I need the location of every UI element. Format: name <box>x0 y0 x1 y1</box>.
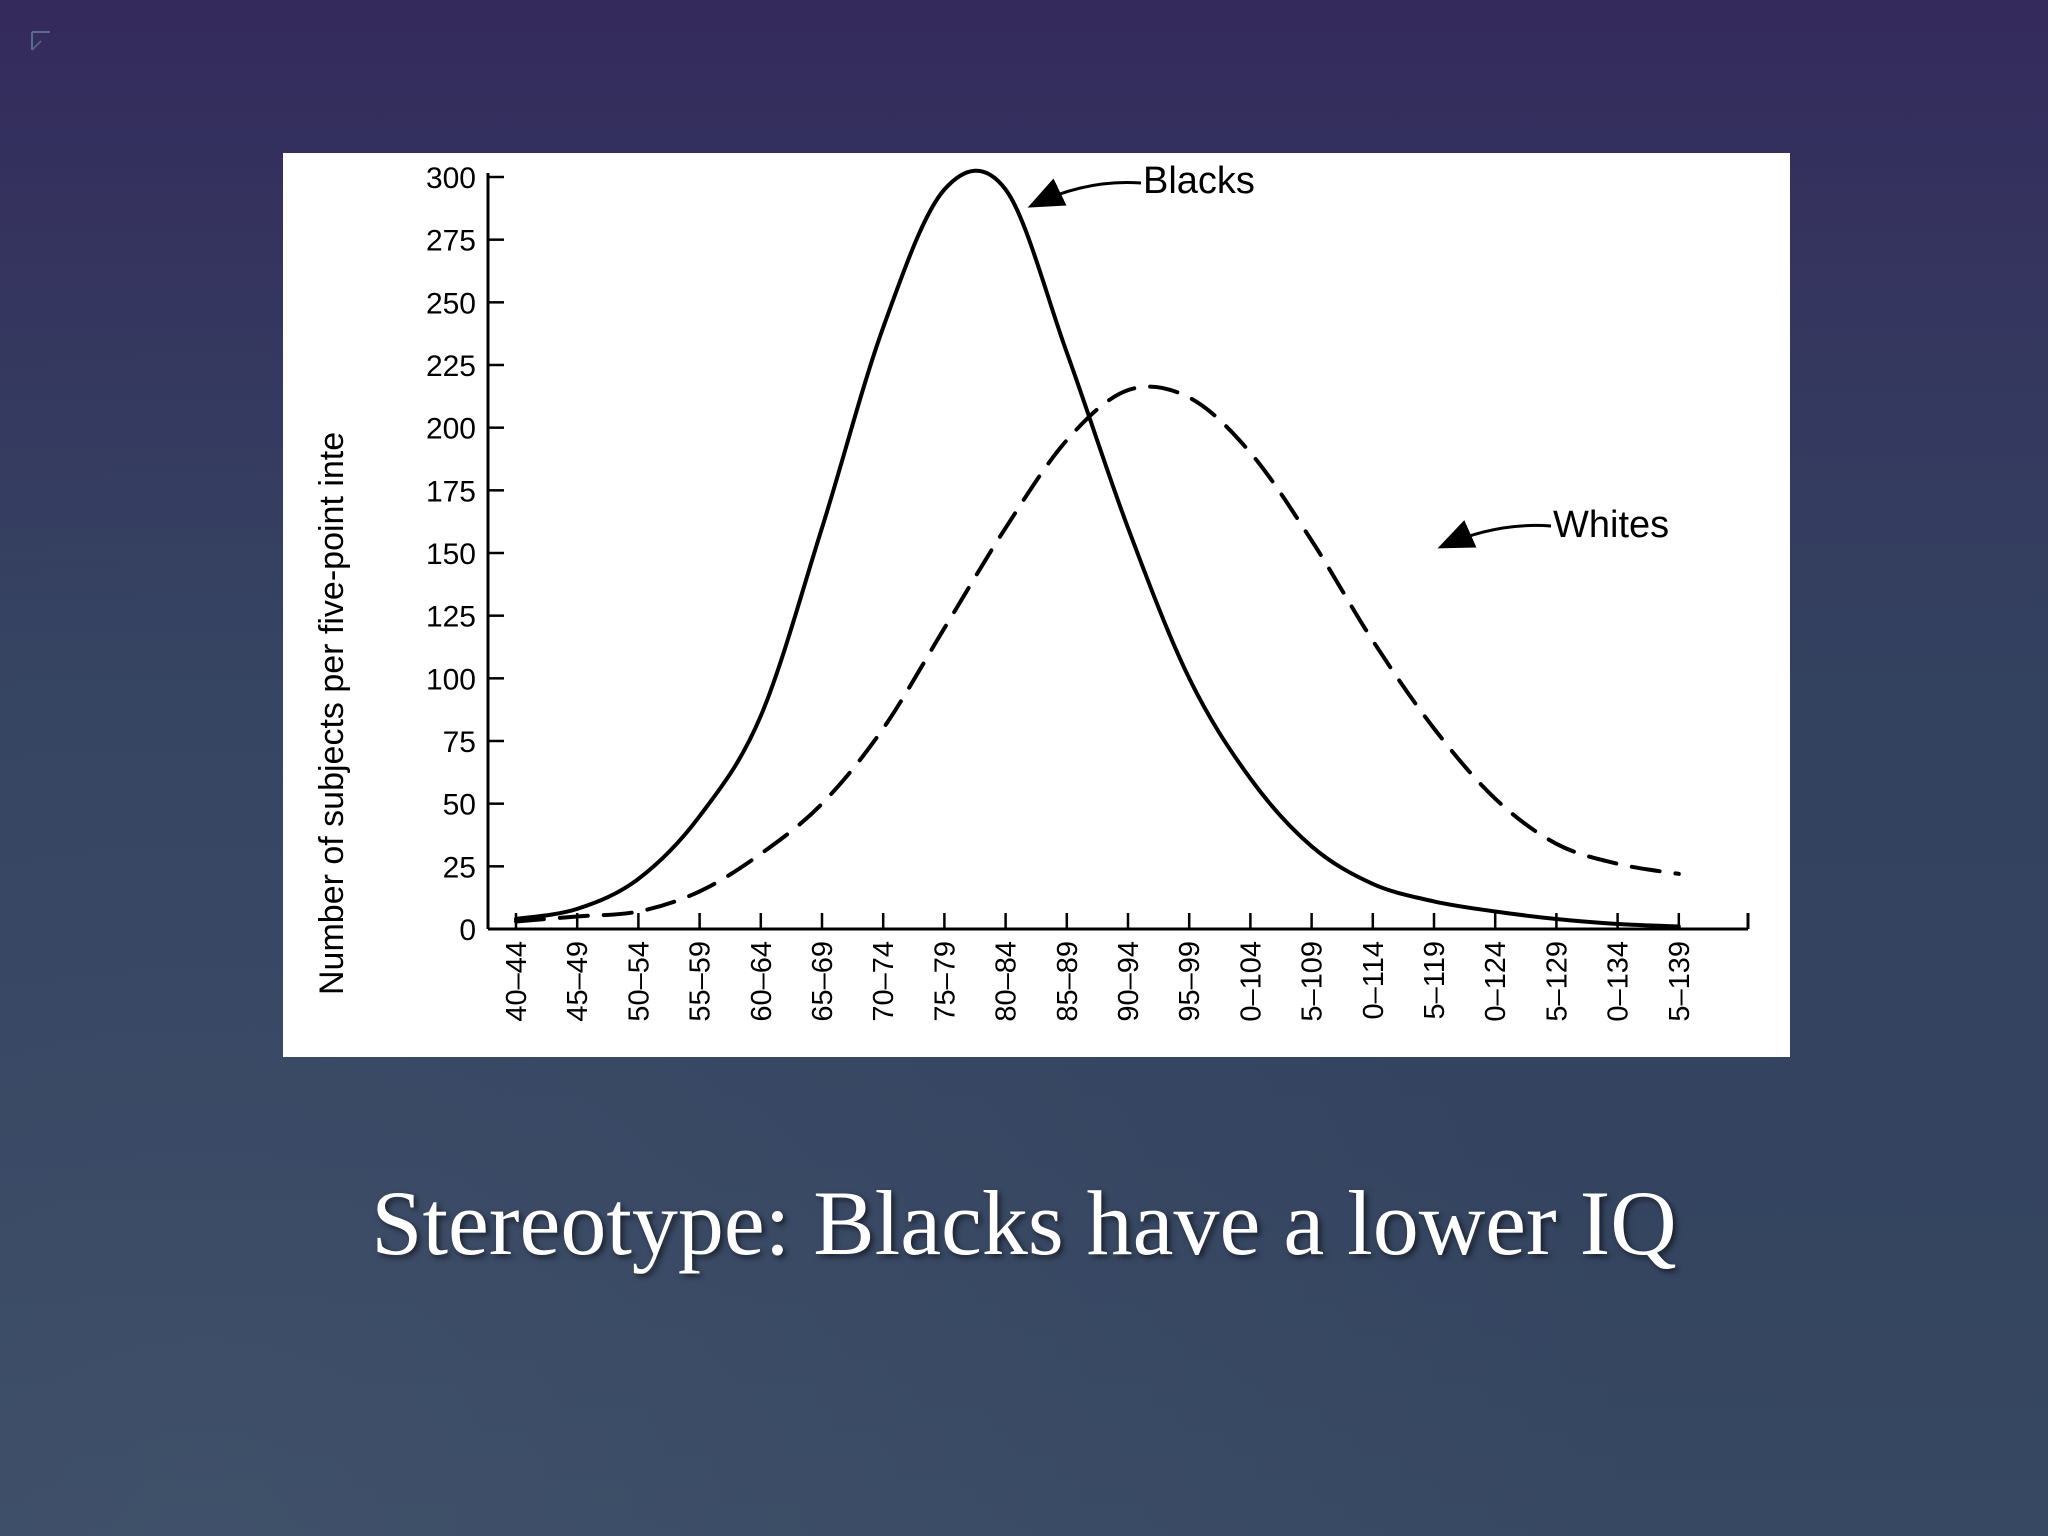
x-tick-label: 0–134 <box>1603 941 1635 1022</box>
x-tick-label: 75–79 <box>929 941 961 1022</box>
x-tick-label: 40–44 <box>501 941 533 1022</box>
x-tick-label: 95–99 <box>1174 941 1206 1022</box>
annotation-arrow-whites <box>1437 520 1552 549</box>
y-tick-label: 125 <box>426 601 476 634</box>
y-tick-label: 225 <box>426 350 476 383</box>
y-tick-label: 150 <box>426 538 476 571</box>
y-ticks: 0 25 50 75 100 125 150 175 200 225 250 275 300 <box>426 162 504 947</box>
x-tick-label: 5–139 <box>1664 941 1696 1022</box>
y-tick-label: 75 <box>443 726 476 759</box>
x-tick-label: 5–119 <box>1419 941 1451 1020</box>
y-tick-label: 25 <box>443 851 476 884</box>
y-tick-label: 175 <box>426 475 476 508</box>
x-tick-label: 80–84 <box>991 941 1023 1022</box>
x-tick-label: 45–49 <box>562 941 594 1022</box>
x-tick-label: 65–69 <box>807 941 839 1022</box>
annotation-label-blacks: Blacks <box>1143 160 1255 202</box>
x-tick-label: 0–104 <box>1235 941 1267 1022</box>
annotation-label-whites: Whites <box>1553 504 1669 546</box>
annotation-arrow-blacks <box>1027 178 1142 208</box>
chart-panel: Number of subjects per five-point inte 0… <box>283 153 1790 1057</box>
y-tick-label: 300 <box>426 162 476 195</box>
annotations: Blacks Whites <box>1027 160 1669 549</box>
x-tick-label: 5–109 <box>1297 941 1329 1022</box>
series <box>514 168 1681 929</box>
y-tick-label: 250 <box>426 287 476 320</box>
slide-caption: Stereotype: Blacks have a lower IQ <box>371 1172 1677 1274</box>
x-tick-label: 50–54 <box>623 941 655 1022</box>
y-tick-label: 275 <box>426 225 476 258</box>
series-line-blacks <box>514 168 1681 929</box>
y-axis-label: Number of subjects per five-point inte <box>313 432 351 995</box>
x-tick-label: 55–59 <box>685 941 717 1022</box>
y-tick-label: 100 <box>426 663 476 696</box>
x-tick-label: 70–74 <box>868 941 900 1022</box>
x-tick-label: 90–94 <box>1113 941 1145 1022</box>
y-tick-label: 0 <box>459 914 476 947</box>
series-line-whites <box>514 384 1681 924</box>
x-tick-label: 60–64 <box>746 941 778 1022</box>
x-ticks: 40–44 45–49 50–54 55–59 60–64 65–69 70–74 75–79… <box>501 913 1696 1022</box>
y-tick-label: 50 <box>443 789 476 822</box>
corner-bracket-icon <box>31 31 50 51</box>
x-tick-label: 0–114 <box>1358 941 1390 1020</box>
x-tick-label: 0–124 <box>1480 941 1512 1022</box>
y-tick-label: 200 <box>426 413 476 446</box>
x-tick-label: 85–89 <box>1052 941 1084 1022</box>
axes <box>486 173 1750 931</box>
chart-svg: Number of subjects per five-point inte 0… <box>313 160 1750 1022</box>
x-tick-label: 5–129 <box>1541 941 1573 1022</box>
